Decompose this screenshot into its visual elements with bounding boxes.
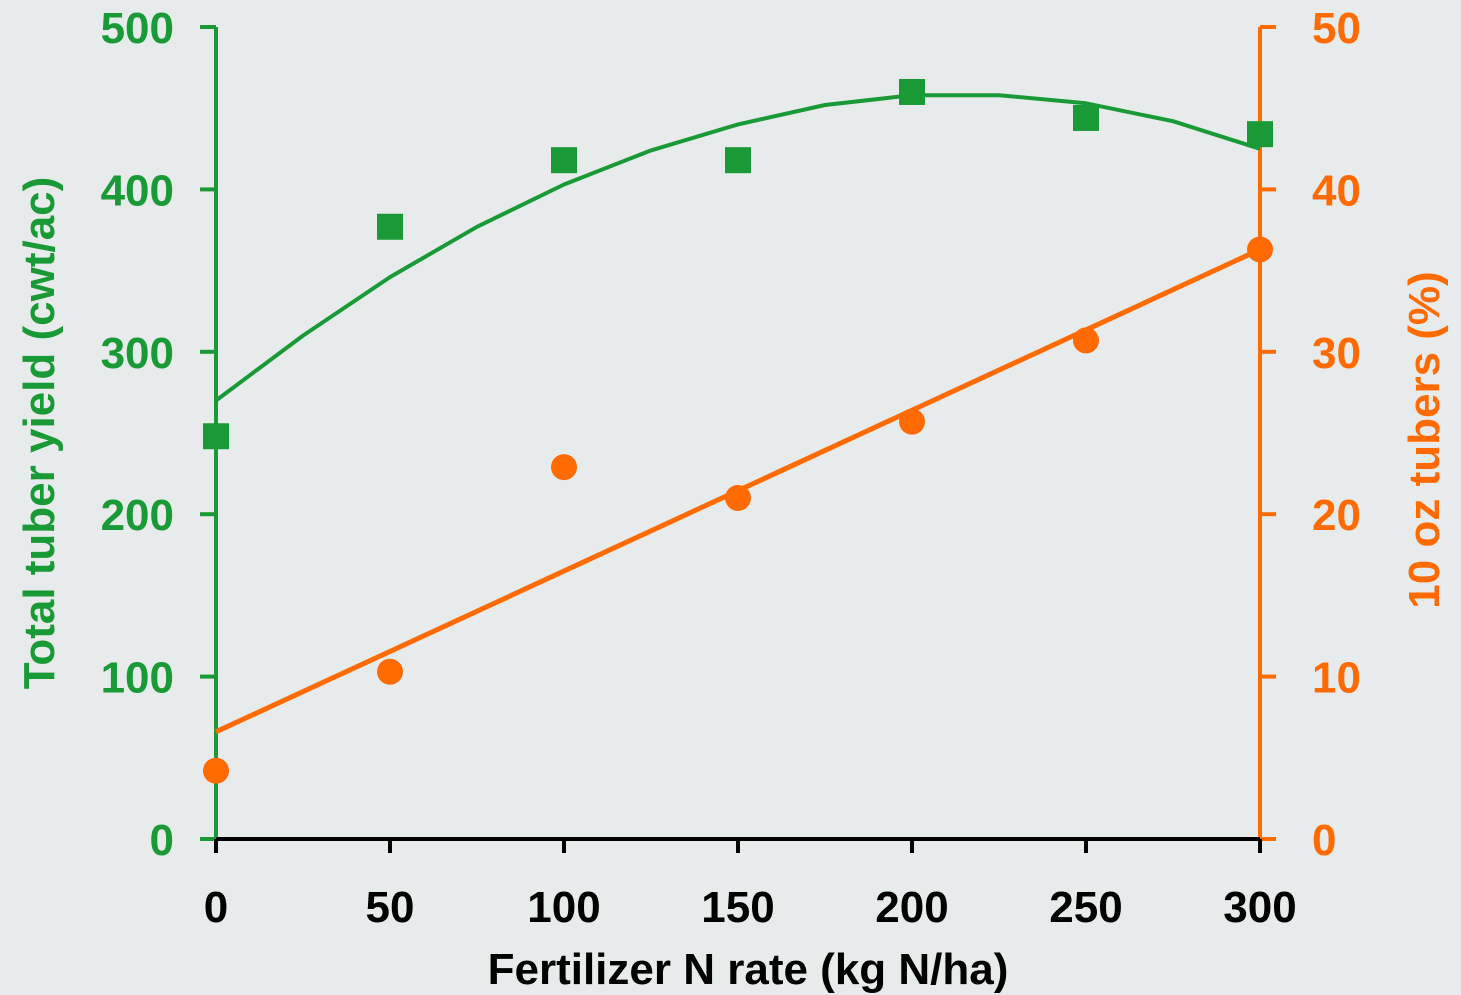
x-axis-tick-label: 100 [527,883,600,932]
yield-point [1073,104,1099,131]
x-axis-tick-label: 200 [875,883,948,932]
yield-point [551,147,577,174]
y-axis-right-tick-label: 10 [1312,654,1361,703]
yield-point [899,78,925,105]
tubers-point [377,658,403,685]
y-axis-right-tick-label: 20 [1312,491,1361,540]
x-axis-tick-label: 250 [1049,883,1122,932]
y-axis-right-tick-label: 30 [1312,329,1361,378]
y-axis-left-tick-label: 200 [101,491,174,540]
y-axis-left-tick-label: 400 [101,166,174,215]
y-axis-left-tick-label: 500 [101,4,174,53]
data-markers [203,78,1273,784]
x-axis-title: Fertilizer N rate (kg N/ha) [488,945,1009,994]
yield-point [377,213,403,240]
x-axis-tick-label: 300 [1223,883,1296,932]
y-axis-right-title: 10 oz tubers (%) [1400,271,1449,608]
tubers-point [1247,236,1273,263]
y-axis-left-tick-label: 300 [101,329,174,378]
yield-point [725,147,751,174]
y-axis-right-tick-label: 0 [1312,816,1336,865]
y-axis-right-tick-label: 40 [1312,166,1361,215]
x-axis-tick-label: 150 [701,883,774,932]
y-axis-left-title: Total tuber yield (cwt/ac) [15,177,64,690]
tubers-point [725,484,751,511]
yield-point [203,423,229,450]
y-axis-left-tick-label: 0 [150,816,174,865]
tubers-point [203,757,229,784]
axis-labels: Total tuber yield (cwt/ac) 10 oz tubers … [15,177,1449,994]
y-axis-left-tick-label: 100 [101,654,174,703]
tubers-point [899,408,925,435]
y-axis-right-tick-label: 50 [1312,4,1361,53]
yield-point [1247,121,1273,148]
tubers-point [551,454,577,481]
tubers-point [1073,327,1099,354]
x-axis-tick-label: 0 [204,883,228,932]
x-axis-tick-label: 50 [366,883,415,932]
yield-trendline [214,93,1261,403]
